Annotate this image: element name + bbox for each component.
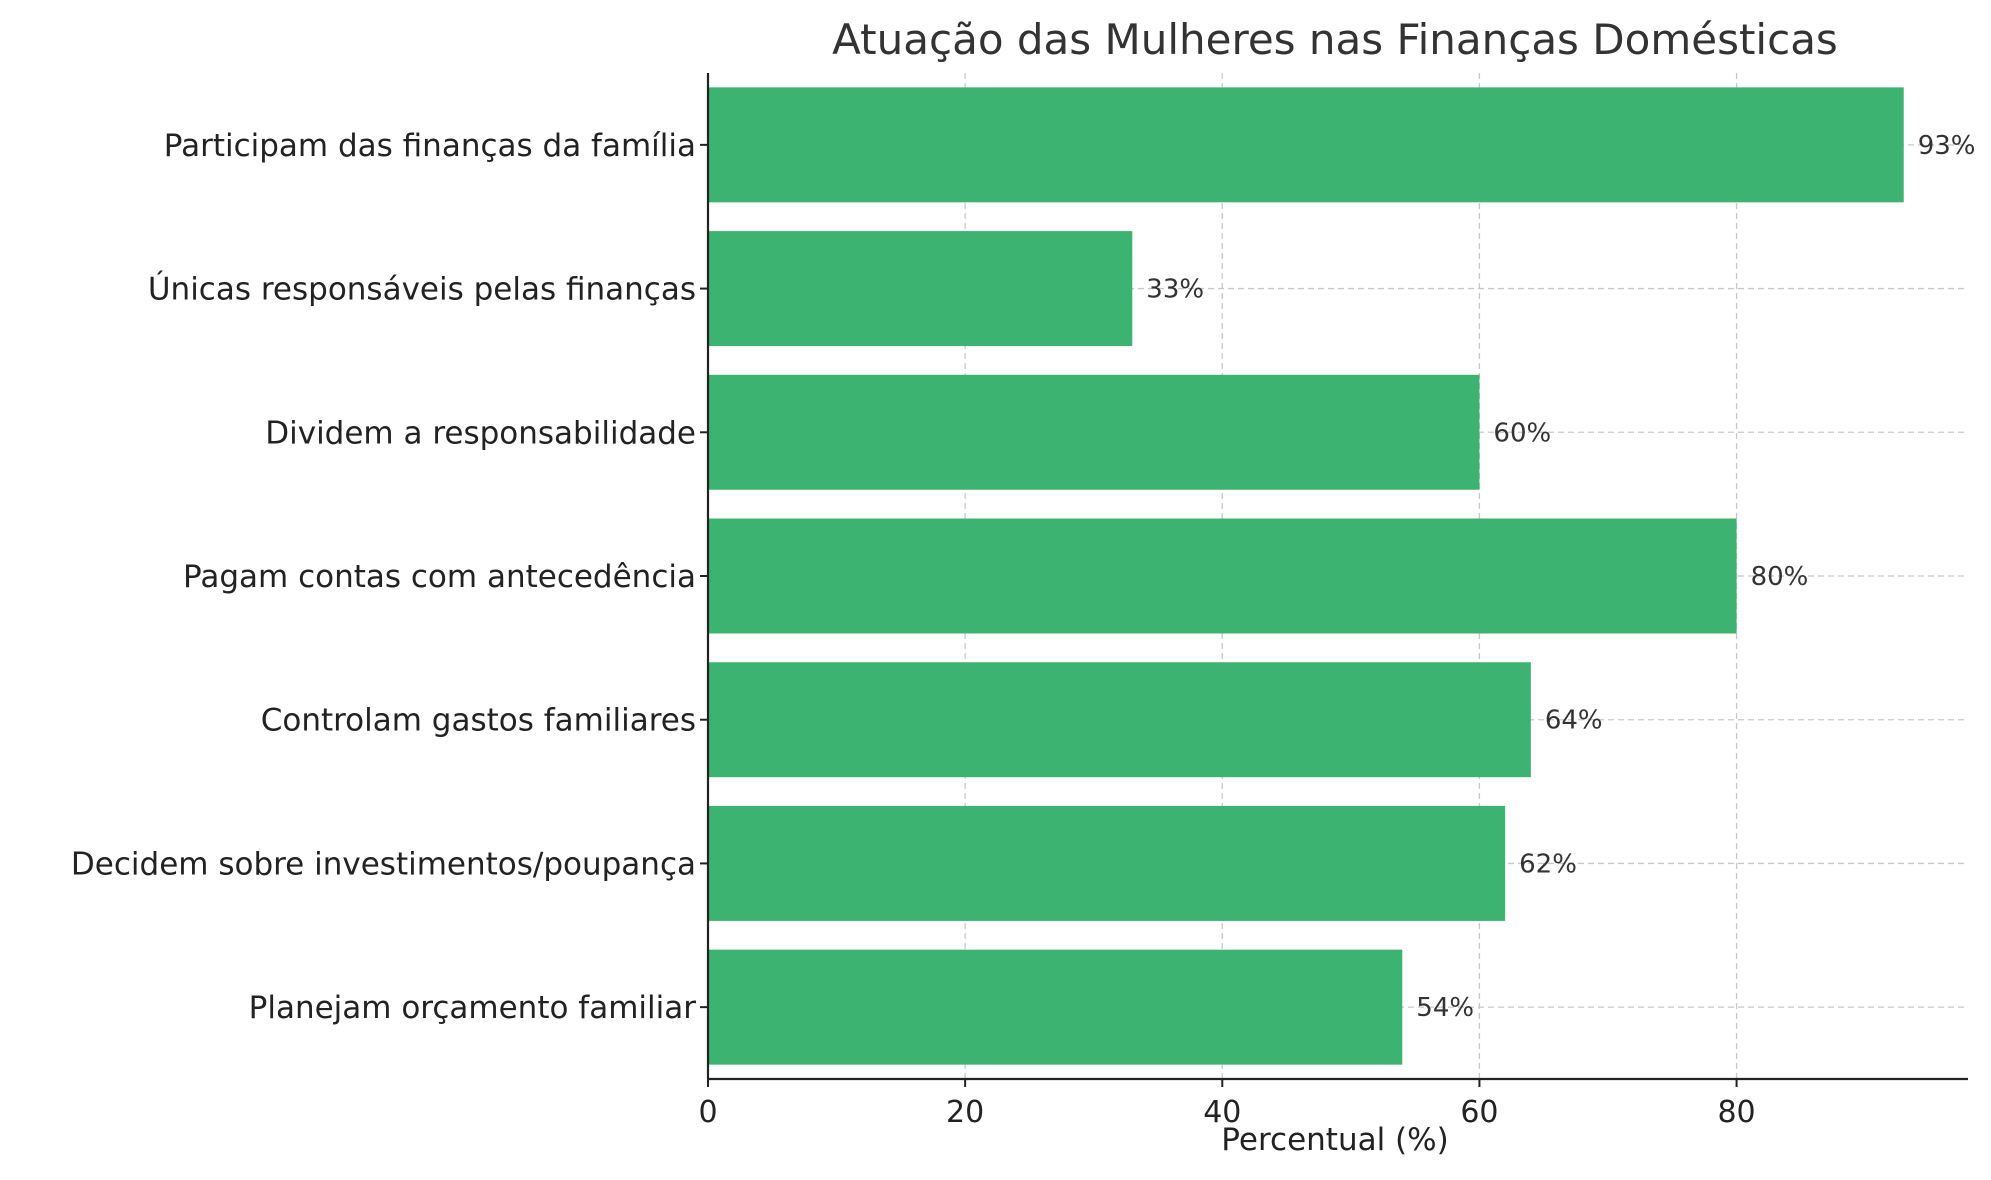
category-label: Dividem a responsabilidade <box>265 415 696 451</box>
x-tick-label: 80 <box>1717 1095 1755 1130</box>
x-tick-label: 60 <box>1460 1095 1498 1130</box>
x-tick-label: 40 <box>1203 1095 1241 1130</box>
category-label: Controlam gastos familiares <box>261 703 696 739</box>
axes: Participam das finanças da família Únicas… <box>71 73 1968 1130</box>
category-label: Participam das finanças da família <box>164 128 696 164</box>
data-label: 54% <box>1416 993 1474 1023</box>
bar <box>708 231 1133 347</box>
data-label: 80% <box>1751 562 1809 592</box>
data-label: 93% <box>1918 131 1976 161</box>
x-tick-label: 20 <box>946 1095 984 1130</box>
bar <box>708 518 1737 634</box>
data-label: 33% <box>1146 275 1204 305</box>
bar <box>708 805 1506 921</box>
data-label: 62% <box>1519 849 1577 879</box>
bar <box>708 949 1403 1065</box>
bars <box>708 87 1904 1065</box>
data-label: 60% <box>1493 418 1551 448</box>
x-axis-label: Percentual (%) <box>1221 1122 1448 1158</box>
category-label: Únicas responsáveis pelas finanças <box>148 271 696 308</box>
category-label: Planejam orçamento familiar <box>249 990 697 1026</box>
category-label: Pagam contas com antecedência <box>183 559 696 595</box>
data-labels: 93% 33% 60% 80% 64% 62% 54% <box>1146 131 1975 1023</box>
bar <box>708 662 1531 778</box>
data-label: 64% <box>1545 706 1603 736</box>
x-tick-label: 0 <box>698 1095 717 1130</box>
bar <box>708 87 1904 203</box>
category-label: Decidem sobre investimentos/poupança <box>71 846 696 882</box>
bar <box>708 374 1480 490</box>
chart-title: Atuação das Mulheres nas Finanças Domést… <box>832 15 1838 64</box>
